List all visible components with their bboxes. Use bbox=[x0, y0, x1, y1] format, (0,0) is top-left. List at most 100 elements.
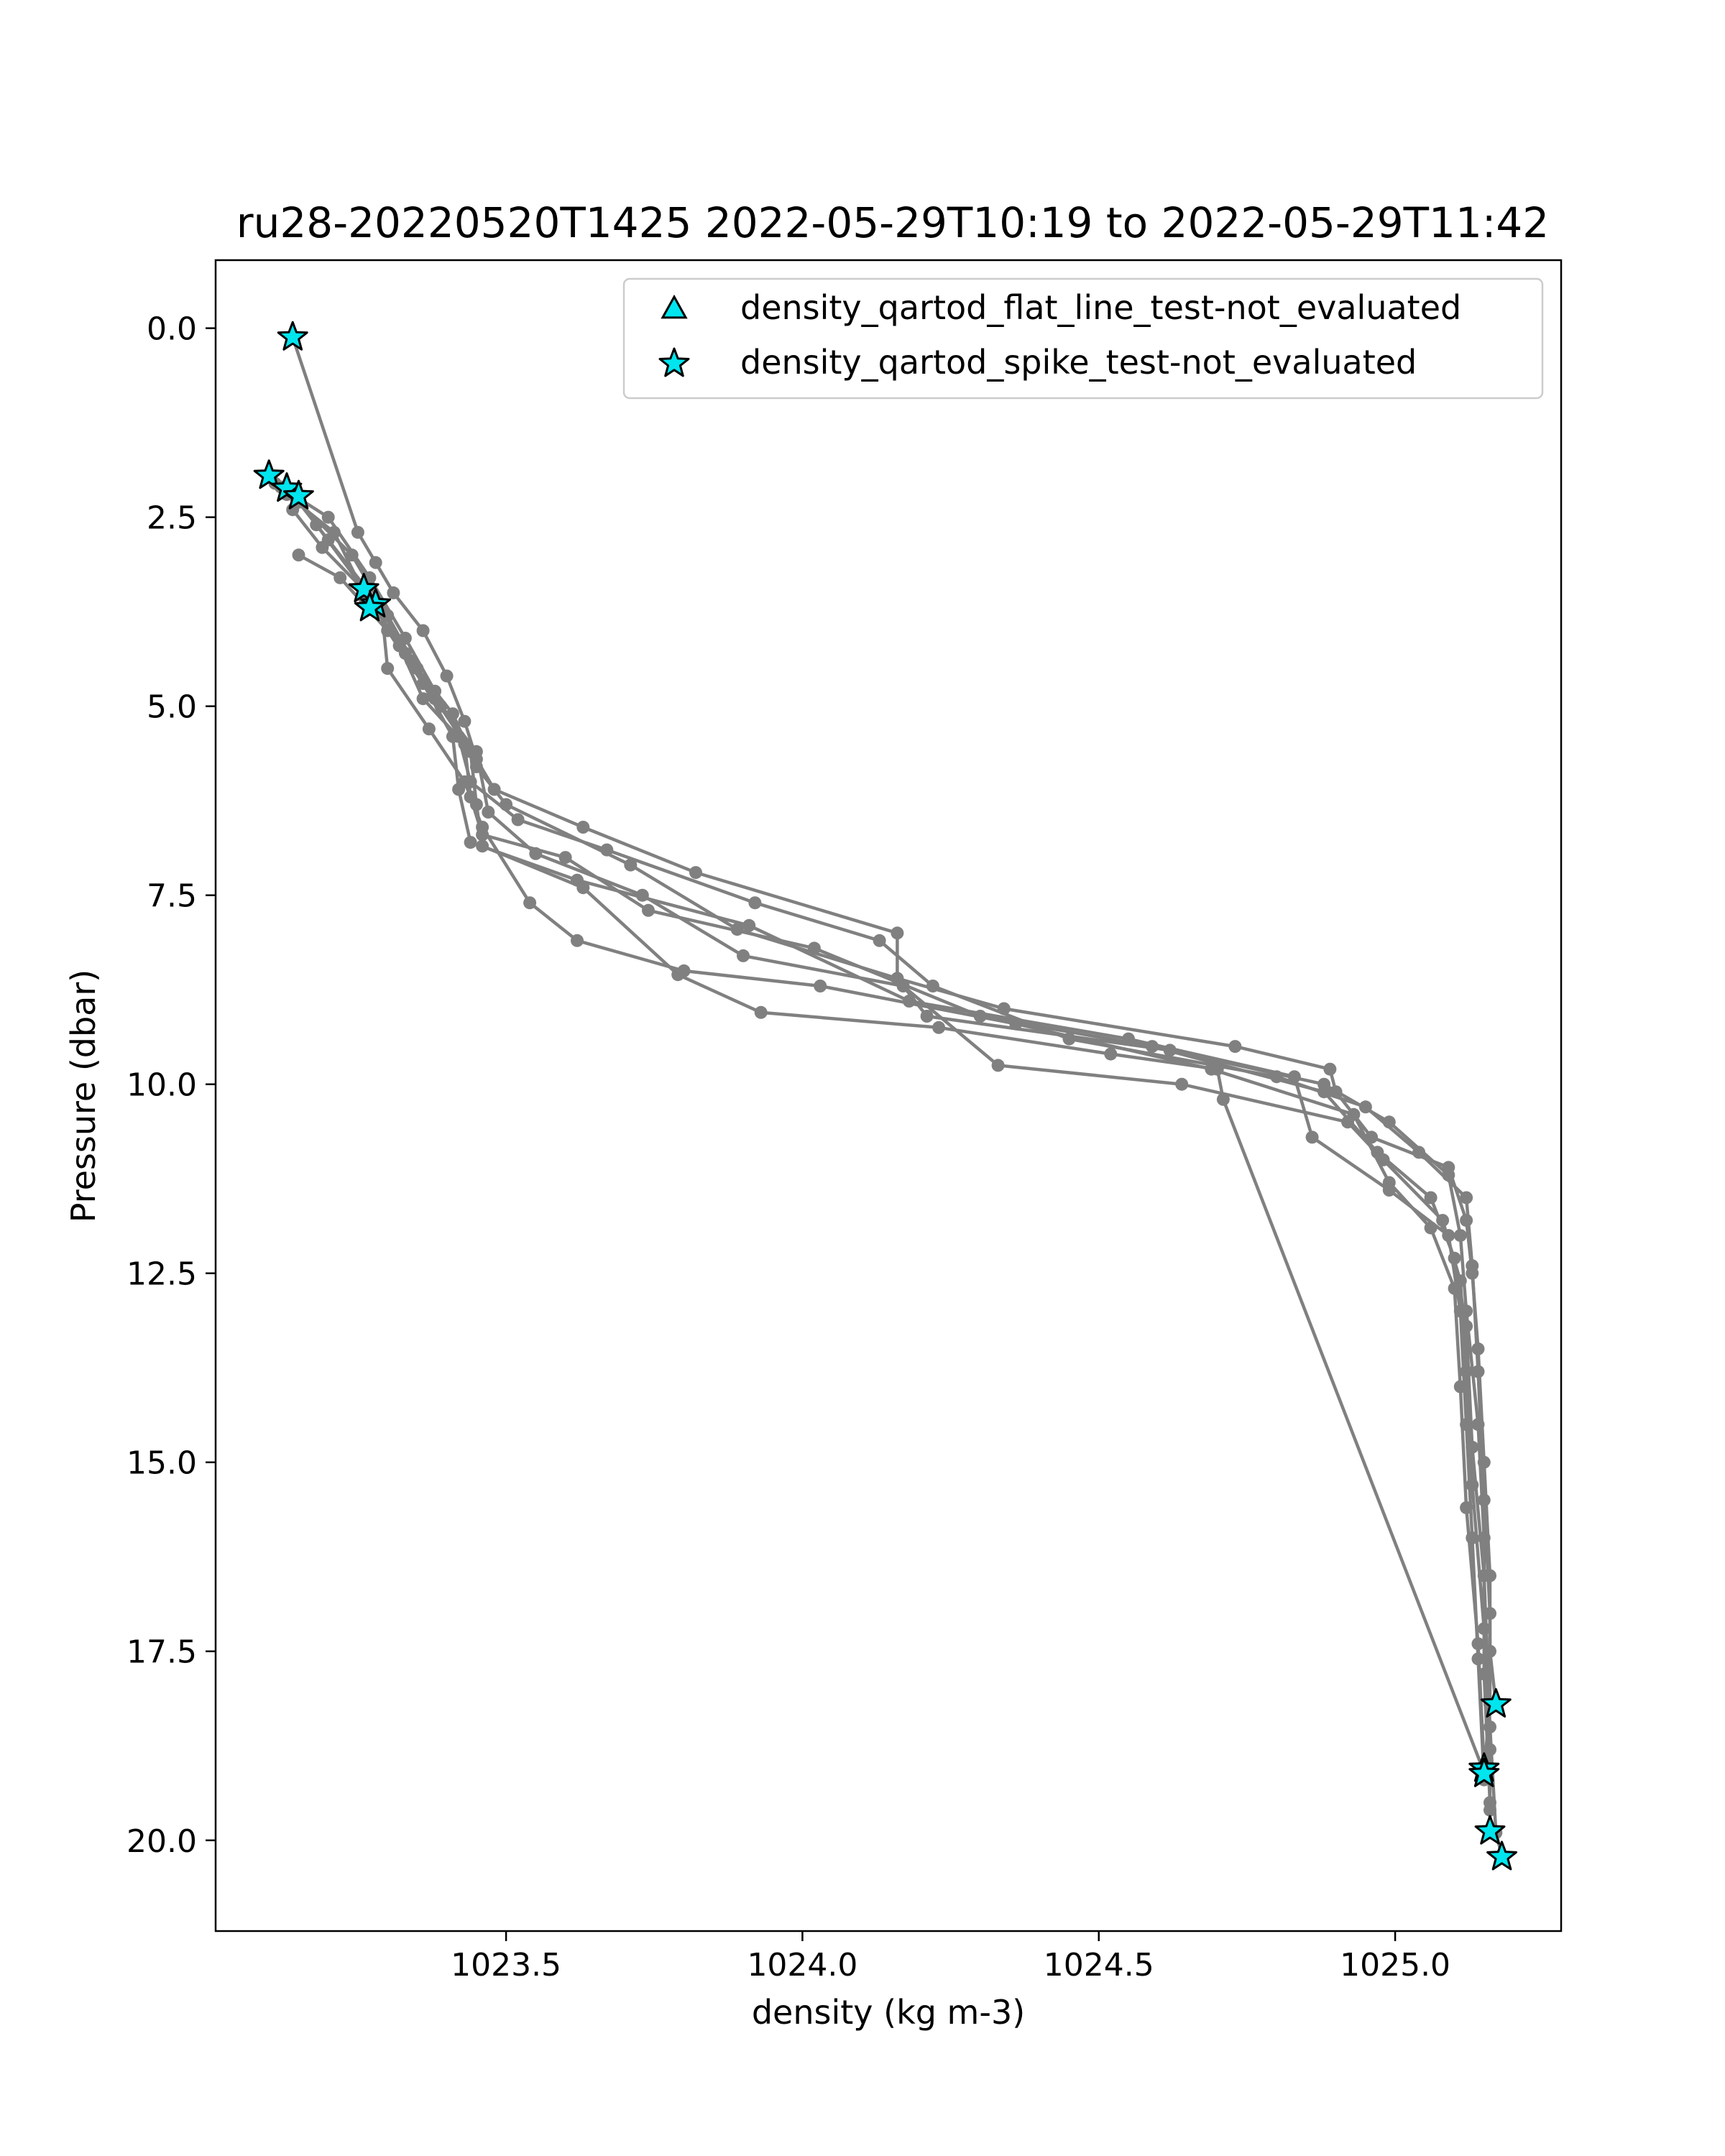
y-axis-label: Pressure (dbar) bbox=[64, 969, 103, 1222]
profile-point bbox=[754, 1005, 768, 1019]
spike-flag-star bbox=[1480, 1687, 1512, 1718]
y-tick-label: 2.5 bbox=[147, 500, 197, 537]
profile-point bbox=[576, 821, 590, 834]
y-tick-label: 5.0 bbox=[147, 689, 197, 726]
profile-point bbox=[902, 995, 916, 1008]
profile-point bbox=[452, 783, 466, 796]
profile-point bbox=[482, 806, 495, 819]
y-tick-label: 15.0 bbox=[126, 1445, 197, 1482]
profile-line bbox=[267, 474, 1492, 1773]
profile-point bbox=[1460, 1191, 1473, 1204]
profile-point bbox=[398, 647, 412, 660]
profile-point bbox=[446, 729, 459, 743]
profile-point bbox=[500, 798, 513, 811]
spike-flag-star bbox=[253, 459, 285, 489]
triangle-icon bbox=[661, 294, 688, 319]
profile-point bbox=[642, 903, 655, 917]
profile-point bbox=[351, 525, 364, 539]
profile-point bbox=[991, 1059, 1005, 1072]
profile-point bbox=[416, 624, 430, 637]
spike-flag-star bbox=[348, 573, 380, 603]
profile-point bbox=[334, 571, 347, 584]
profile-point bbox=[327, 525, 341, 539]
y-tick-label: 20.0 bbox=[126, 1823, 197, 1860]
profile-point bbox=[458, 714, 472, 728]
profile-7 bbox=[292, 548, 1491, 1787]
x-tick-label: 1023.5 bbox=[451, 1947, 561, 1984]
profile-point bbox=[1471, 1652, 1485, 1666]
profile-point bbox=[1317, 1085, 1331, 1099]
profile-point bbox=[1436, 1214, 1450, 1227]
profile-point bbox=[1471, 1365, 1485, 1378]
profile-point bbox=[558, 851, 572, 865]
x-tick-label: 1024.5 bbox=[1044, 1947, 1154, 1984]
profile-point bbox=[814, 980, 827, 992]
chart-title: ru28-20220520T1425 2022-05-29T10:19 to 2… bbox=[236, 198, 1549, 247]
spike-flag-star bbox=[1474, 1815, 1506, 1845]
spike-flag-star bbox=[1486, 1841, 1517, 1871]
profile-point bbox=[748, 896, 762, 910]
profile-point bbox=[891, 926, 904, 940]
x-axis: 1023.5 1024.0 1024.5 1025.0 bbox=[451, 1931, 1450, 1984]
profile-point bbox=[807, 941, 821, 955]
profile-point bbox=[416, 692, 430, 706]
profile-point bbox=[529, 847, 543, 860]
profile-point bbox=[440, 669, 454, 683]
profile-point bbox=[476, 839, 489, 853]
profile-point bbox=[464, 745, 477, 758]
y-axis: 0.0 2.5 5.0 7.5 10.0 12.5 15.0 17.5 20.0 bbox=[126, 311, 216, 1860]
profile-point bbox=[1453, 1304, 1467, 1318]
profile-line bbox=[298, 553, 1486, 1780]
profile-point bbox=[464, 836, 477, 849]
profile-point bbox=[422, 722, 436, 736]
y-tick-label: 0.0 bbox=[147, 311, 197, 348]
spike-flag-star bbox=[283, 479, 314, 510]
profile-point bbox=[1382, 1115, 1396, 1129]
profile-point bbox=[1412, 1146, 1426, 1159]
profile-point bbox=[737, 949, 750, 962]
profile-point bbox=[1471, 1418, 1485, 1432]
profile-line bbox=[285, 493, 1486, 1773]
profile-point bbox=[381, 662, 395, 676]
profile-point bbox=[1477, 1622, 1491, 1636]
profile-point bbox=[369, 556, 382, 569]
legend-box bbox=[622, 277, 1544, 400]
profile-point bbox=[345, 548, 359, 562]
x-tick-label: 1025.0 bbox=[1340, 1947, 1450, 1984]
profile-point bbox=[1104, 1047, 1118, 1061]
profile-point bbox=[1228, 1040, 1242, 1054]
profile-point bbox=[1477, 1493, 1491, 1507]
legend-entry-spike-test: density_qartod_spike_test-not_evaluated bbox=[740, 343, 1417, 382]
profile-point bbox=[1347, 1107, 1361, 1121]
spike-test-flags bbox=[253, 321, 1517, 1871]
y-tick-label: 12.5 bbox=[126, 1256, 197, 1293]
profile-point bbox=[428, 692, 442, 706]
profile-point bbox=[1323, 1062, 1337, 1076]
profile-point bbox=[1382, 1184, 1396, 1197]
profile-point bbox=[624, 858, 638, 872]
profile-point bbox=[1424, 1191, 1438, 1204]
profile-point bbox=[469, 798, 483, 811]
profile-point bbox=[1305, 1130, 1319, 1144]
profile-point bbox=[1466, 1531, 1479, 1544]
x-axis-label: density (kg m-3) bbox=[752, 1993, 1025, 2032]
legend-marker-star bbox=[658, 347, 690, 377]
plot-area bbox=[253, 321, 1517, 1871]
legend-entry-flat-line-test: density_qartod_flat_line_test-not_evalua… bbox=[740, 288, 1461, 327]
profile-point bbox=[1210, 1062, 1224, 1076]
spike-flag-star bbox=[354, 591, 385, 622]
profile-point bbox=[1442, 1229, 1455, 1243]
profile-point bbox=[1466, 1259, 1479, 1273]
profile-point bbox=[1287, 1070, 1301, 1084]
profile-point bbox=[1484, 1803, 1496, 1817]
profile-point bbox=[576, 881, 590, 895]
spike-flag-star bbox=[1468, 1757, 1500, 1787]
profile-point bbox=[1442, 1169, 1455, 1181]
profile-point bbox=[523, 896, 537, 910]
profile-point bbox=[926, 980, 939, 992]
profile-point bbox=[1175, 1077, 1189, 1091]
profile-point bbox=[896, 980, 910, 992]
axes-frame bbox=[214, 259, 1563, 1932]
x-tick-label: 1024.0 bbox=[747, 1947, 857, 1984]
